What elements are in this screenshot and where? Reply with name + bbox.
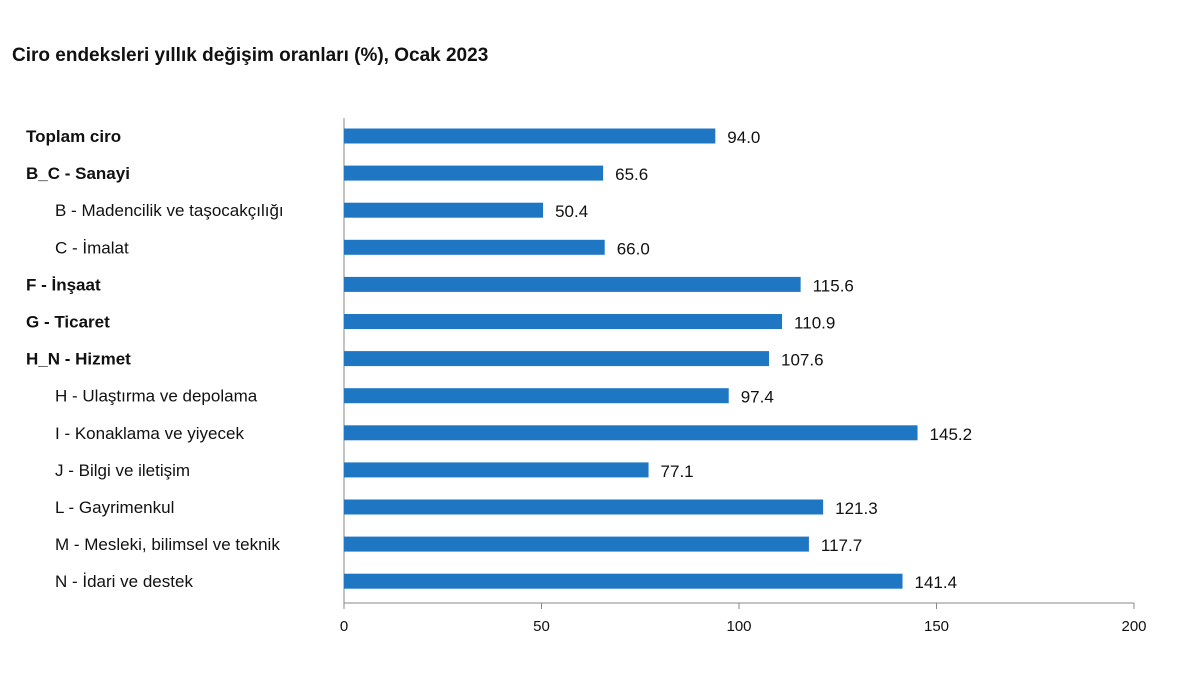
value-label: 141.4 (915, 573, 958, 592)
value-label: 107.6 (781, 351, 824, 370)
category-label: Toplam ciro (26, 127, 121, 146)
bar (344, 536, 809, 552)
value-label: 115.6 (813, 276, 854, 295)
x-tick-label: 100 (726, 618, 751, 635)
x-tick-label: 0 (340, 618, 348, 635)
bar (344, 202, 544, 218)
category-label: B - Madencilik ve taşocakçılığı (55, 201, 284, 220)
bar (344, 499, 824, 515)
bar (344, 351, 770, 367)
bar (344, 165, 604, 181)
value-label: 97.4 (741, 388, 774, 407)
value-label: 145.2 (930, 425, 973, 444)
category-label: F - İnşaat (26, 275, 101, 294)
bar (344, 388, 729, 404)
bar (344, 462, 649, 478)
category-label: H_N - Hizmet (26, 350, 131, 369)
value-label: 50.4 (555, 202, 588, 221)
bar (344, 239, 605, 255)
bar (344, 276, 801, 292)
category-label: C - İmalat (55, 238, 129, 257)
category-label: B_C - Sanayi (26, 164, 130, 183)
value-label: 66.0 (617, 239, 650, 258)
category-label: L - Gayrimenkul (55, 498, 174, 517)
bar (344, 128, 716, 144)
x-tick-label: 150 (924, 618, 949, 635)
value-label: 121.3 (835, 499, 878, 518)
bar (344, 573, 903, 589)
x-tick-label: 50 (533, 618, 550, 635)
chart-title: Ciro endeksleri yıllık değişim oranları … (12, 45, 489, 66)
value-label: 94.0 (727, 128, 760, 147)
bar (344, 425, 918, 441)
category-label: G - Ticaret (26, 313, 110, 332)
value-label: 117.7 (821, 536, 862, 555)
value-label: 77.1 (661, 462, 694, 481)
category-label: I - Konaklama ve yiyecek (55, 424, 244, 443)
category-label: M - Mesleki, bilimsel ve teknik (55, 535, 280, 554)
bar (344, 314, 783, 329)
category-label: H - Ulaştırma ve depolama (55, 387, 258, 406)
value-label: 65.6 (615, 165, 648, 184)
value-label: 110.9 (794, 314, 835, 333)
x-tick-label: 200 (1121, 618, 1146, 635)
category-label: N - İdari ve destek (55, 572, 193, 591)
category-label: J - Bilgi ve iletişim (55, 461, 190, 480)
